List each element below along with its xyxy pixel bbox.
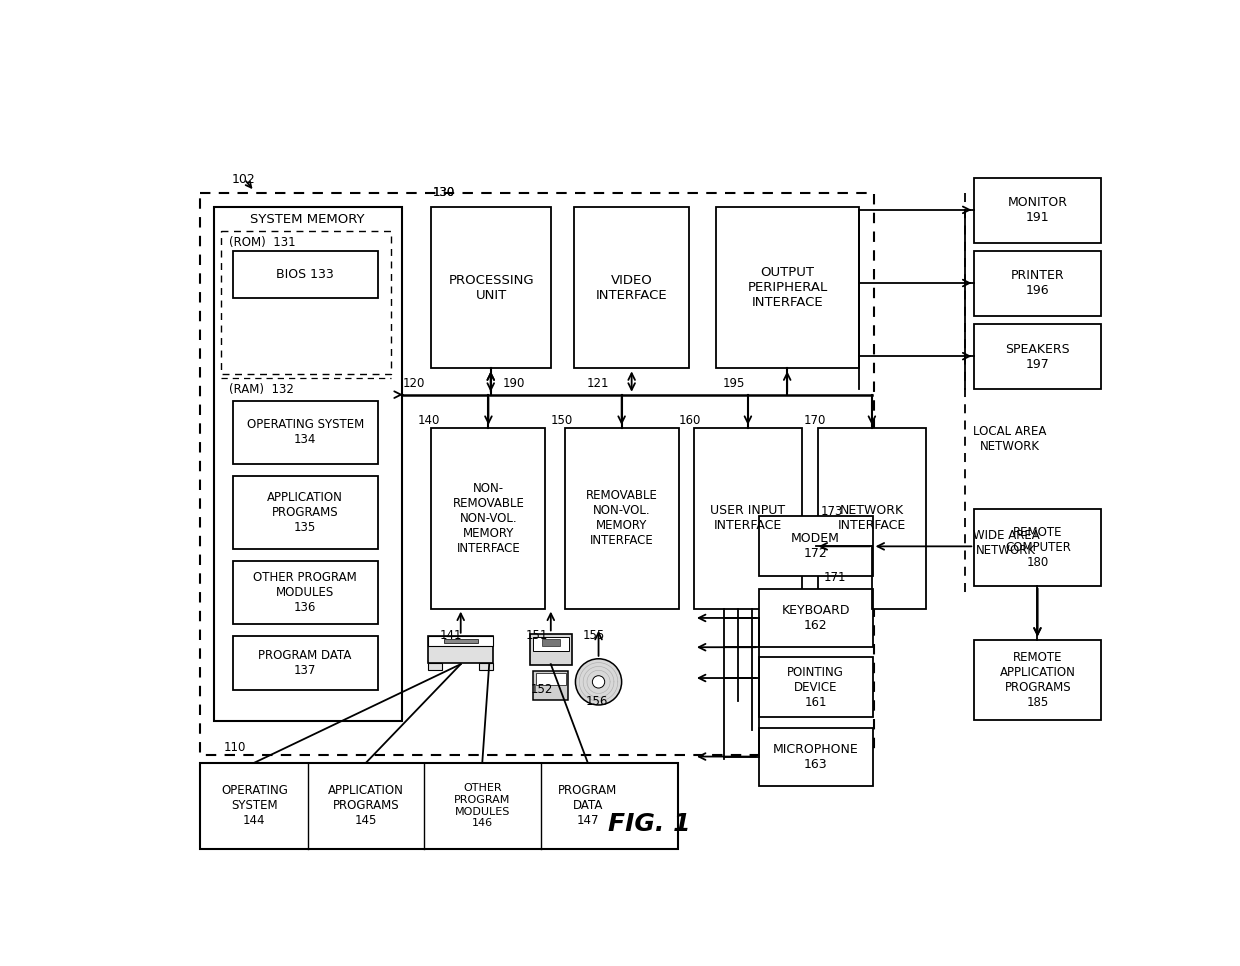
Text: PROGRAM DATA
137: PROGRAM DATA 137 bbox=[258, 648, 352, 676]
FancyBboxPatch shape bbox=[428, 636, 494, 646]
FancyBboxPatch shape bbox=[694, 428, 802, 609]
Text: (RAM)  132: (RAM) 132 bbox=[229, 383, 294, 396]
Text: NETWORK
INTERFACE: NETWORK INTERFACE bbox=[838, 504, 906, 532]
Circle shape bbox=[575, 659, 621, 705]
Text: 160: 160 bbox=[678, 413, 701, 427]
FancyBboxPatch shape bbox=[428, 636, 494, 664]
Text: 150: 150 bbox=[551, 413, 573, 427]
Text: 102: 102 bbox=[231, 173, 255, 185]
Text: MICROPHONE
163: MICROPHONE 163 bbox=[773, 743, 858, 771]
FancyBboxPatch shape bbox=[428, 664, 443, 669]
Text: MONITOR
191: MONITOR 191 bbox=[1008, 196, 1068, 224]
FancyBboxPatch shape bbox=[759, 516, 873, 577]
Text: 152: 152 bbox=[531, 683, 553, 696]
Text: BIOS 133: BIOS 133 bbox=[277, 268, 334, 281]
Text: 110: 110 bbox=[223, 741, 246, 753]
FancyBboxPatch shape bbox=[975, 509, 1101, 585]
FancyBboxPatch shape bbox=[818, 428, 926, 609]
Text: PRINTER
196: PRINTER 196 bbox=[1011, 270, 1065, 298]
FancyBboxPatch shape bbox=[975, 250, 1101, 316]
FancyBboxPatch shape bbox=[529, 634, 572, 665]
Text: APPLICATION
PROGRAMS
135: APPLICATION PROGRAMS 135 bbox=[268, 492, 343, 534]
FancyBboxPatch shape bbox=[479, 664, 494, 669]
Text: FIG. 1: FIG. 1 bbox=[608, 812, 691, 837]
Text: SPEAKERS
197: SPEAKERS 197 bbox=[1006, 343, 1070, 371]
Text: MODEM
172: MODEM 172 bbox=[791, 532, 841, 560]
Text: PROCESSING
UNIT: PROCESSING UNIT bbox=[449, 273, 534, 301]
Text: OPERATING SYSTEM
134: OPERATING SYSTEM 134 bbox=[247, 418, 363, 446]
FancyBboxPatch shape bbox=[717, 207, 859, 368]
Text: 121: 121 bbox=[587, 378, 609, 390]
FancyBboxPatch shape bbox=[233, 636, 377, 690]
Text: 130: 130 bbox=[433, 186, 455, 199]
FancyBboxPatch shape bbox=[233, 250, 377, 298]
Text: 195: 195 bbox=[723, 378, 745, 390]
FancyBboxPatch shape bbox=[574, 207, 689, 368]
FancyBboxPatch shape bbox=[542, 639, 560, 646]
Text: REMOTE
COMPUTER
180: REMOTE COMPUTER 180 bbox=[1004, 526, 1071, 569]
Text: 151: 151 bbox=[526, 629, 548, 642]
FancyBboxPatch shape bbox=[213, 207, 402, 722]
FancyBboxPatch shape bbox=[759, 589, 873, 647]
FancyBboxPatch shape bbox=[533, 638, 569, 651]
Text: SYSTEM MEMORY: SYSTEM MEMORY bbox=[250, 213, 365, 226]
Text: (ROM)  131: (ROM) 131 bbox=[229, 237, 295, 249]
Text: LOCAL AREA
NETWORK: LOCAL AREA NETWORK bbox=[972, 425, 1047, 453]
FancyBboxPatch shape bbox=[221, 232, 391, 374]
FancyBboxPatch shape bbox=[533, 671, 568, 700]
Text: USER INPUT
INTERFACE: USER INPUT INTERFACE bbox=[711, 504, 785, 532]
Text: 156: 156 bbox=[585, 695, 608, 708]
Text: 170: 170 bbox=[804, 413, 826, 427]
FancyBboxPatch shape bbox=[444, 639, 477, 643]
Text: VIDEO
INTERFACE: VIDEO INTERFACE bbox=[596, 273, 667, 301]
FancyBboxPatch shape bbox=[536, 673, 565, 685]
FancyBboxPatch shape bbox=[233, 561, 377, 624]
Text: NON-
REMOVABLE
NON-VOL.
MEMORY
INTERFACE: NON- REMOVABLE NON-VOL. MEMORY INTERFACE bbox=[453, 482, 525, 554]
Text: 120: 120 bbox=[403, 378, 425, 390]
FancyBboxPatch shape bbox=[975, 639, 1101, 721]
FancyBboxPatch shape bbox=[759, 728, 873, 785]
Text: 173: 173 bbox=[821, 505, 843, 518]
Text: OUTPUT
PERIPHERAL
INTERFACE: OUTPUT PERIPHERAL INTERFACE bbox=[748, 266, 828, 309]
Text: OTHER PROGRAM
MODULES
136: OTHER PROGRAM MODULES 136 bbox=[253, 571, 357, 614]
Text: PROGRAM
DATA
147: PROGRAM DATA 147 bbox=[558, 784, 618, 827]
FancyBboxPatch shape bbox=[975, 324, 1101, 389]
Text: 140: 140 bbox=[418, 413, 440, 427]
Text: 141: 141 bbox=[439, 629, 463, 642]
Text: REMOTE
APPLICATION
PROGRAMS
185: REMOTE APPLICATION PROGRAMS 185 bbox=[999, 651, 1076, 709]
Text: 171: 171 bbox=[825, 572, 847, 584]
FancyBboxPatch shape bbox=[233, 476, 377, 550]
Text: 130: 130 bbox=[433, 186, 455, 199]
FancyBboxPatch shape bbox=[233, 401, 377, 464]
Text: APPLICATION
PROGRAMS
145: APPLICATION PROGRAMS 145 bbox=[329, 784, 404, 827]
Text: POINTING
DEVICE
161: POINTING DEVICE 161 bbox=[787, 666, 844, 709]
Text: 155: 155 bbox=[583, 629, 605, 642]
FancyBboxPatch shape bbox=[432, 428, 546, 609]
FancyBboxPatch shape bbox=[975, 178, 1101, 243]
Text: WIDE AREA
NETWORK: WIDE AREA NETWORK bbox=[972, 529, 1039, 557]
Text: OPERATING
SYSTEM
144: OPERATING SYSTEM 144 bbox=[221, 784, 288, 827]
Text: KEYBOARD
162: KEYBOARD 162 bbox=[781, 605, 849, 633]
Text: 190: 190 bbox=[503, 378, 526, 390]
Text: OTHER
PROGRAM
MODULES
146: OTHER PROGRAM MODULES 146 bbox=[454, 783, 511, 828]
FancyBboxPatch shape bbox=[432, 207, 551, 368]
FancyBboxPatch shape bbox=[201, 763, 678, 849]
FancyBboxPatch shape bbox=[759, 657, 873, 718]
FancyBboxPatch shape bbox=[564, 428, 678, 609]
FancyBboxPatch shape bbox=[201, 193, 874, 755]
Circle shape bbox=[593, 675, 605, 688]
Text: REMOVABLE
NON-VOL.
MEMORY
INTERFACE: REMOVABLE NON-VOL. MEMORY INTERFACE bbox=[585, 489, 657, 548]
